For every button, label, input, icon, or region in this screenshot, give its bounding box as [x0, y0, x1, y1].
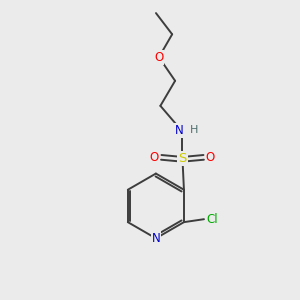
Text: N: N	[152, 232, 160, 245]
Text: N: N	[175, 124, 183, 137]
Text: O: O	[154, 51, 164, 64]
Text: S: S	[178, 152, 187, 165]
Text: O: O	[150, 151, 159, 164]
Text: H: H	[190, 125, 198, 135]
Text: Cl: Cl	[206, 213, 218, 226]
Text: O: O	[206, 151, 215, 164]
